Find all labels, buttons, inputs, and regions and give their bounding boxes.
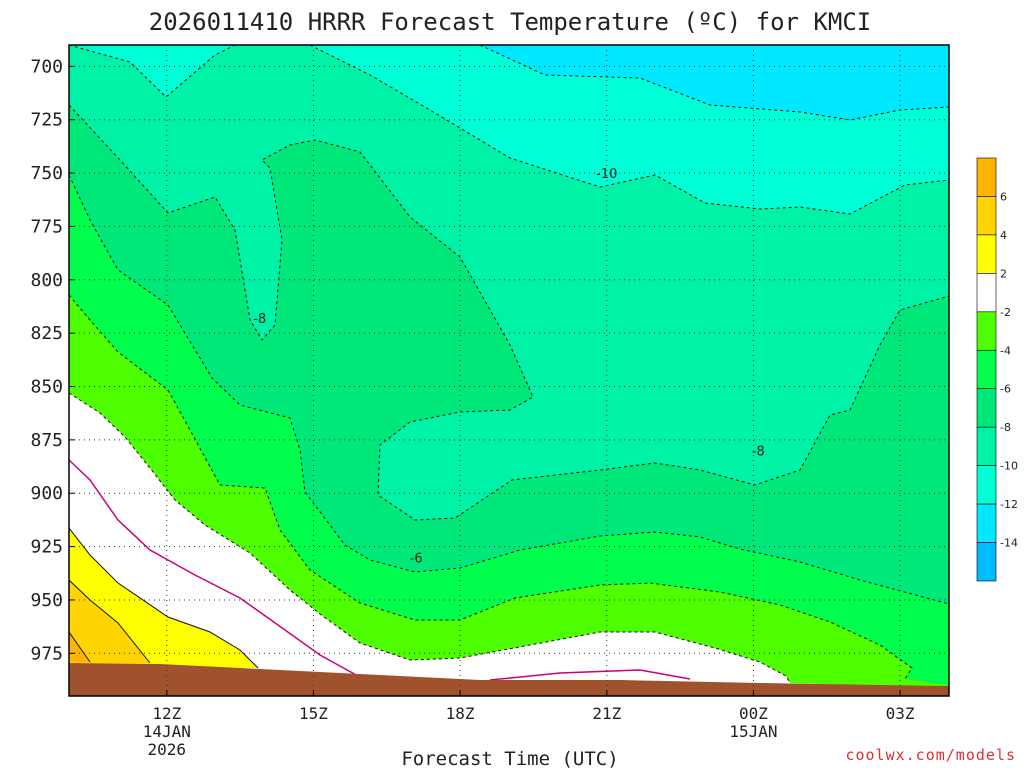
y-tick-label: 975 — [30, 643, 63, 664]
isotherm-zero-lower — [489, 669, 691, 681]
credit-text: coolwx.com/models — [845, 746, 1016, 764]
colorbar-swatch — [976, 234, 997, 274]
colorbar-swatch — [976, 349, 997, 390]
surface-terrain — [69, 663, 949, 696]
colorbar-label: -6 — [1000, 383, 1011, 396]
isotherm-minus2 — [69, 392, 791, 684]
y-tick-label: 850 — [30, 377, 63, 398]
colorbar-label: -10 — [1000, 460, 1018, 473]
colorbar-swatch — [976, 311, 997, 351]
colorbar-label: -4 — [1000, 344, 1011, 357]
colorbar-label: 2 — [1000, 267, 1007, 280]
colorbar-label: -14 — [1000, 537, 1018, 550]
colorbar-swatch — [976, 388, 997, 428]
colorbar-swatch — [976, 196, 997, 236]
plot-frame — [68, 44, 950, 697]
isotherm-6 — [69, 631, 91, 663]
y-axis: 700 725 750 775 800 825 850 875 900 925 950 975 — [30, 56, 75, 664]
contour-label: -10 — [596, 167, 617, 182]
band-minus2-to-2 — [69, 393, 949, 696]
y-tick-label: 750 — [30, 163, 63, 184]
colorbar-label: 6 — [1000, 190, 1007, 203]
y-tick-label: 875 — [30, 430, 63, 451]
colorbar-label: -12 — [1000, 498, 1018, 511]
dashed-isotherms — [69, 45, 949, 684]
y-tick-label: 725 — [30, 110, 63, 131]
colorbar-label: 4 — [1000, 229, 1007, 242]
y-tick-label: 775 — [30, 216, 63, 237]
contour-fills — [69, 45, 949, 696]
x-tick-label: 12Z — [152, 704, 181, 723]
contour-label: -8 — [253, 312, 266, 327]
isotherm-minus10 — [69, 45, 949, 215]
contour-labels: -10 -8 -8 -6 — [253, 167, 765, 566]
colorbar-swatch — [976, 273, 997, 313]
colorbar: 6 4 2 -2 -4 -6 -8 -10 -12 -14 — [976, 157, 1018, 582]
x-tick-label: 03Z — [886, 704, 915, 723]
colorbar-swatch — [976, 426, 997, 466]
colorbar-label: -8 — [1000, 421, 1011, 434]
isotherm-2 — [69, 527, 259, 669]
band-4-to-6 — [69, 580, 150, 663]
y-tick-label: 825 — [30, 323, 63, 344]
solid-isotherms — [69, 527, 259, 669]
y-tick-label: 925 — [30, 537, 63, 558]
y-tick-label: 800 — [30, 270, 63, 291]
contour-label: -6 — [410, 551, 423, 566]
chart-title: 2026011410 HRRR Forecast Temperature (ºC… — [149, 8, 871, 36]
colorbar-label: -2 — [1000, 306, 1011, 319]
x-tick-date: 15JAN — [729, 722, 777, 741]
y-tick-label: 700 — [30, 56, 63, 77]
x-tick-year: 2026 — [148, 740, 187, 759]
x-axis-title: Forecast Time (UTC) — [401, 748, 618, 768]
x-tick-label: 21Z — [592, 704, 621, 723]
x-tick-date: 14JAN — [143, 722, 191, 741]
x-tick-label: 15Z — [299, 704, 328, 723]
isotherm-4 — [69, 579, 151, 664]
x-tick-label: 00Z — [739, 704, 768, 723]
colorbar-swatch — [976, 503, 997, 543]
y-tick-label: 950 — [30, 590, 63, 611]
colorbar-swatch — [976, 465, 997, 505]
colorbar-swatch — [976, 157, 997, 197]
grid-lines — [69, 45, 949, 696]
x-tick-label: 18Z — [446, 704, 475, 723]
y-tick-label: 900 — [30, 483, 63, 504]
contour-label: -8 — [752, 445, 765, 460]
colorbar-swatch — [976, 542, 997, 582]
